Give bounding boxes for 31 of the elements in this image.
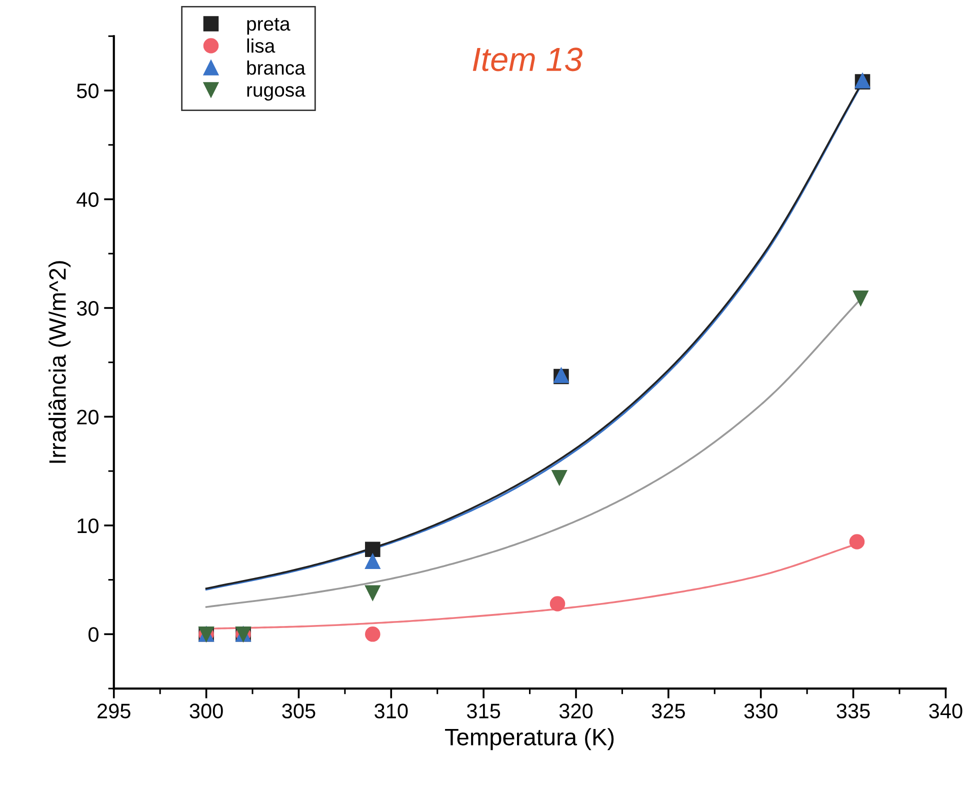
y-tick-label: 0 [88,627,98,642]
point [853,290,868,306]
x-tick-label: 320 [559,704,593,718]
x-tick-label: 310 [374,704,408,718]
x-axis-title: Temperatura (K) [445,728,614,750]
x-tick-label: 325 [652,704,685,718]
x-tick-label: 330 [744,704,778,718]
legend-label: lisa [247,38,276,53]
y-tick-label: 50 [76,84,98,98]
legend-label: branca [247,60,306,75]
point [552,470,567,486]
point [849,534,865,550]
y-tick-label: 20 [77,410,98,424]
annotation: Item 13 [472,48,582,72]
legend-label: preta [247,18,290,35]
y-tick-label: 40 [76,192,98,208]
x-tick-label: 300 [190,704,223,718]
x-tick-label: 340 [929,704,962,718]
point [365,542,380,557]
point [550,596,566,612]
y-axis-title: Irradiância (W/m^2) [48,261,71,463]
x-tick-label: 315 [466,704,500,718]
legend-label: rugosa [247,86,306,101]
x-tick-label: 305 [282,704,316,718]
point [365,554,380,569]
x-tick-label: 335 [836,704,870,718]
x-tick-label: 295 [98,704,130,718]
point [365,585,380,600]
point [365,626,380,642]
y-tick-label: 10 [78,518,98,534]
y-tick-label: 30 [76,300,98,316]
